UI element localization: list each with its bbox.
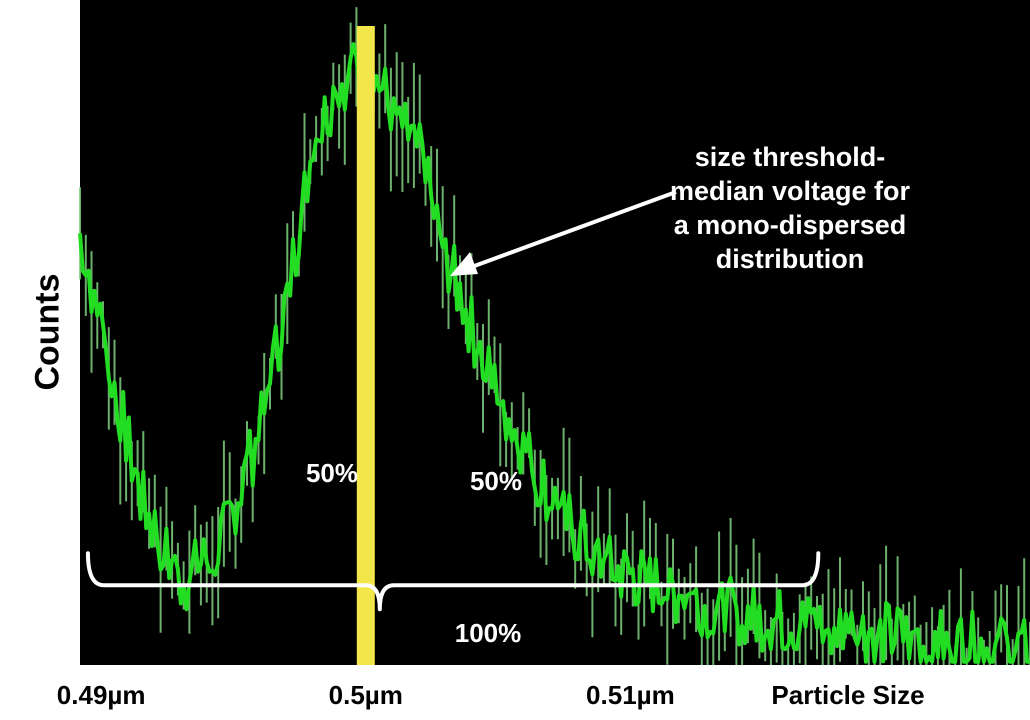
trace-group [78,7,1030,665]
threshold-arrow [457,190,677,274]
x-axis-label: Particle Size [771,680,925,710]
threshold-arrowhead [450,252,478,276]
y-axis-label: Counts [28,273,67,391]
hundred-percent-bracket [85,551,821,612]
threshold-line [356,26,375,665]
threshold-annotation: size threshold-median voltage for a mono… [669,142,911,274]
x-tick-label: 0.51µm [586,680,675,710]
x-tick-label: 0.49µm [56,680,146,710]
x-tick-label: 0.5µm [328,680,403,710]
left-percent-label: 50% [305,458,359,488]
right-percent-label: 50% [469,466,523,496]
series-line [78,39,1030,664]
plot-background [80,0,1030,665]
total-percent-label: 100% [454,618,522,648]
